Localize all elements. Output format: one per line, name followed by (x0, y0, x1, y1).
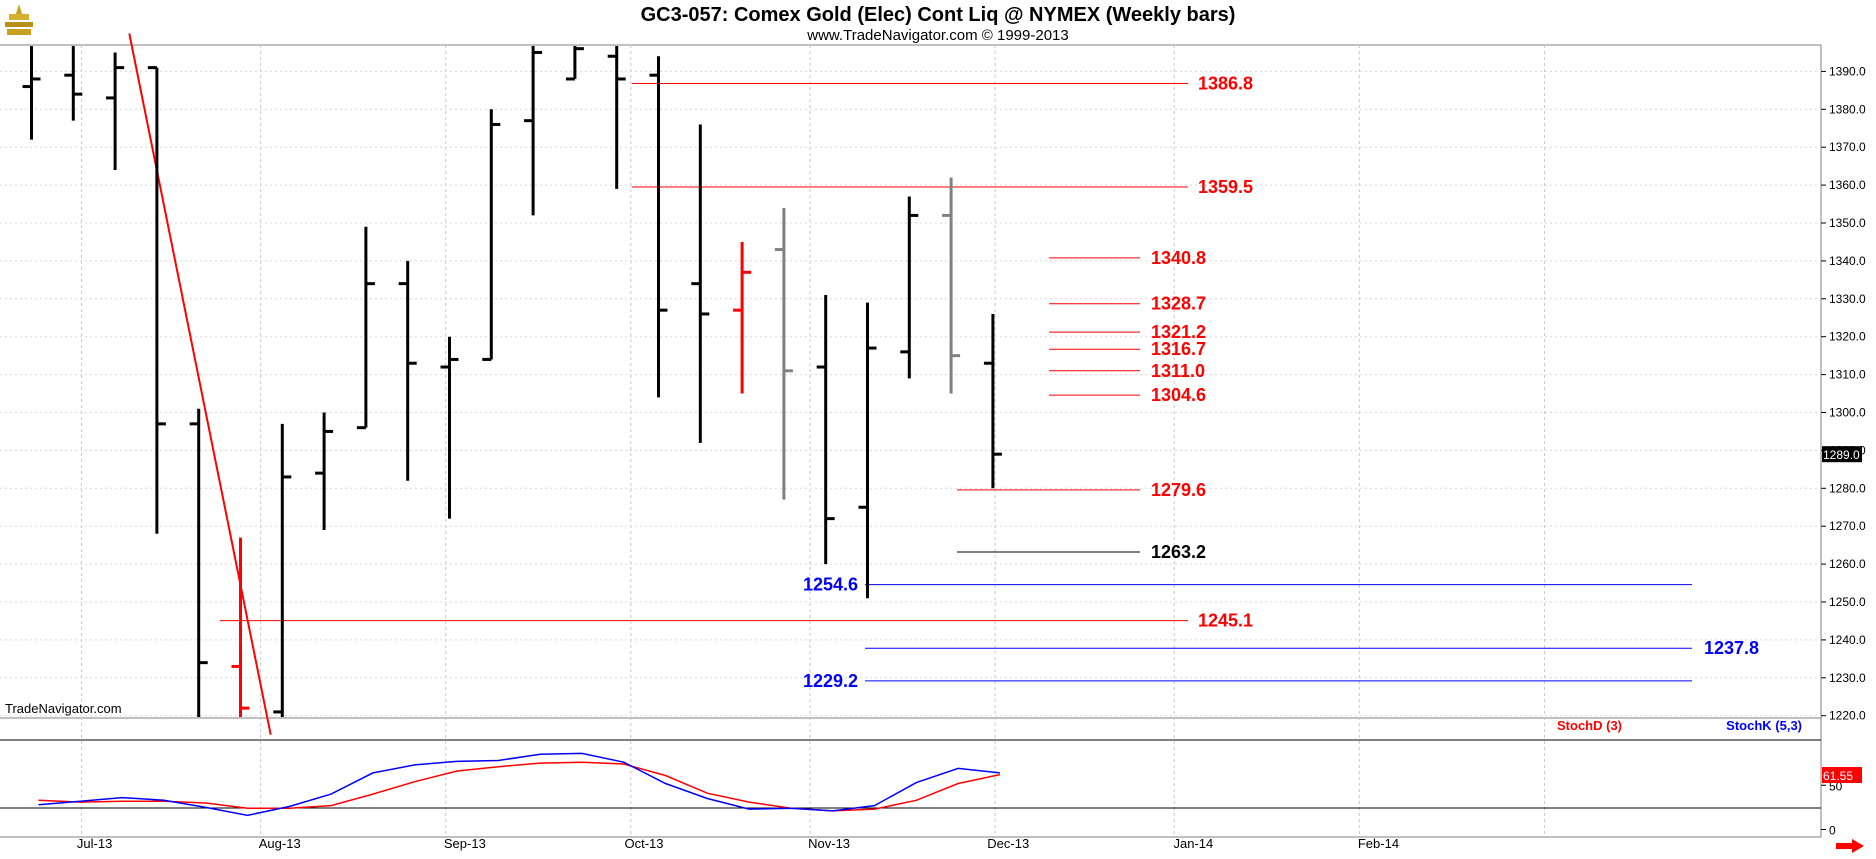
watermark-label: TradeNavigator.com (5, 701, 122, 716)
y-tick-label: 1340.0 (1829, 254, 1866, 268)
ohlc-bar (858, 302, 877, 599)
chart-subtitle: www.TradeNavigator.com © 1999-2013 (806, 27, 1068, 44)
ohlc-bars (22, 46, 1002, 717)
ohlc-bar (900, 196, 919, 379)
y-tick-label: 1380.0 (1829, 102, 1866, 116)
chart-title: GC3-057: Comex Gold (Elec) Cont Liq @ NY… (641, 4, 1236, 26)
ohlc-bar (774, 207, 793, 500)
x-tick-label: Nov-13 (808, 836, 850, 851)
ohlc-bar (189, 408, 208, 717)
ohlc-bar (356, 226, 375, 430)
ohlc-bar (565, 46, 584, 81)
ohlc-bar (315, 412, 334, 530)
level-label: 1254.6 (803, 575, 858, 595)
ohlc-bar (106, 52, 125, 170)
ohlc-bar (607, 46, 626, 189)
y-tick-label: 1300.0 (1829, 406, 1866, 420)
x-tick-label: Dec-13 (987, 836, 1029, 851)
y-tick-label: 1320.0 (1829, 330, 1866, 344)
legend-stochd: StochD (3) (1557, 718, 1622, 733)
scroll-right-arrow-icon[interactable] (1834, 839, 1864, 853)
price-axis: 1220.0 1230.0 1240.0 1250.0 1260.0 1270.0 1280… (1821, 64, 1866, 723)
y-tick-label: 1250.0 (1829, 595, 1866, 609)
x-tick-label: Sep-13 (444, 836, 486, 851)
ohlc-bar (64, 46, 83, 121)
ohlc-bar (147, 66, 166, 534)
stoch-line (38, 752, 1000, 817)
y-tick-label: 1240.0 (1829, 633, 1866, 647)
y-tick-label: 1330.0 (1829, 292, 1866, 306)
ohlc-bar (524, 46, 543, 216)
stoch-last-value-label: 61.55 (1823, 769, 1853, 783)
price-levels: 1386.8 1359.5 1340.8 1328.7 1321.21316.71311… (220, 74, 1759, 691)
ohlc-bar (816, 295, 835, 565)
ohlc-bar (22, 46, 41, 140)
stoch-last-value-box (1822, 767, 1862, 784)
y-tick-label: 1260.0 (1829, 557, 1866, 571)
level-label: 1245.1 (1198, 611, 1253, 631)
y-tick-label: 1280.0 (1829, 481, 1866, 495)
level-label: 1321.2 (1151, 322, 1206, 342)
ohlc-bar (691, 124, 710, 443)
ohlc-bar (440, 336, 459, 519)
x-tick-label: Aug-13 (259, 836, 301, 851)
stoch-tick-label: 0 (1829, 824, 1836, 838)
level-label: 1237.8 (1704, 638, 1759, 658)
date-axis: Jun-13Jul-13Aug-13Sep-13Oct-13Nov-13Dec-… (77, 836, 1399, 851)
trendline (128, 33, 272, 735)
last-price-box (1822, 446, 1862, 463)
ohlc-bar (983, 313, 1002, 489)
level-label: 1328.7 (1151, 294, 1206, 314)
y-tick-label: 1390.0 (1829, 64, 1866, 78)
y-tick-label: 1230.0 (1829, 671, 1866, 685)
legend-stochk: StochK (5,3) (1726, 718, 1802, 733)
level-label: 1304.6 (1151, 385, 1206, 405)
ohlc-bar (942, 177, 961, 394)
y-tick-label: 1360.0 (1829, 178, 1866, 192)
y-tick-label: 1220.0 (1829, 709, 1866, 723)
y-tick-label: 1350.0 (1829, 216, 1866, 230)
x-tick-label: Feb-14 (1358, 836, 1399, 851)
x-tick-label: Oct-13 (624, 836, 663, 851)
ohlc-bar (231, 537, 250, 717)
level-label: 1340.8 (1151, 248, 1206, 268)
y-tick-label: 1310.0 (1829, 368, 1866, 382)
y-tick-label: 1270.0 (1829, 519, 1866, 533)
last-price-label: 1289.0 (1823, 448, 1860, 462)
y-tick-label: 1370.0 (1829, 140, 1866, 154)
level-label: 1279.6 (1151, 480, 1206, 500)
level-label: 1359.5 (1198, 177, 1253, 197)
ohlc-bar (649, 56, 668, 398)
price-panel (0, 45, 1821, 718)
level-label: 1229.2 (803, 671, 858, 691)
app-logo (2, 2, 36, 36)
ohlc-bar (733, 241, 752, 394)
level-label: 1263.2 (1151, 542, 1206, 562)
x-tick-label: Jul-13 (77, 836, 112, 851)
level-label: 1386.8 (1198, 74, 1253, 94)
ohlc-bar (482, 109, 501, 361)
ohlc-bar (273, 423, 292, 717)
ohlc-bar (398, 260, 417, 481)
level-label: 1311.0 (1151, 361, 1205, 381)
x-tick-label: Jan-14 (1173, 836, 1213, 851)
level-label: 1316.7 (1151, 339, 1206, 359)
trendline-group (128, 33, 272, 735)
